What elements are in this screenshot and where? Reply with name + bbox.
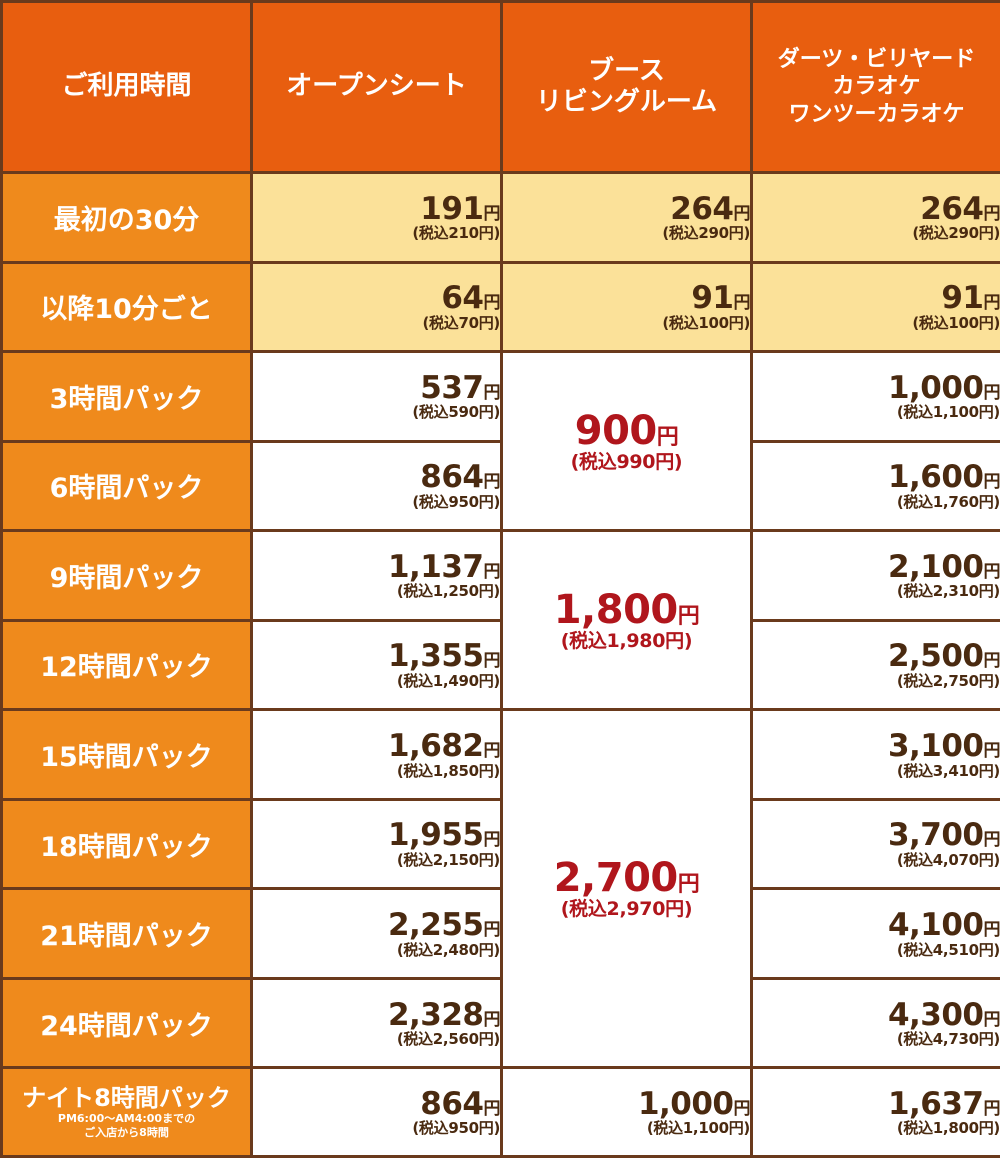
price-cell-darts: 91円 (税込100円): [750, 260, 1000, 354]
table-row: 18時間パック 1,955円 (税込2,150円) 3,700円 (税込4,07…: [0, 797, 1000, 891]
table-row: 6時間パック 864円 (税込950円) 1,600円 (税込1,760円): [0, 439, 1000, 533]
row-label: 12時間パック: [0, 618, 253, 712]
price-cell-booth: 264円 (税込290円): [500, 171, 753, 264]
table-row: 3時間パック 537円 (税込590円) 900円 (税込990円) 1,000…: [0, 350, 1000, 533]
price-cell-darts: 1,000円 (税込1,100円): [750, 350, 1000, 443]
row-label: 最初の30分: [0, 171, 253, 264]
table-row: 12時間パック 1,355円 (税込1,490円) 2,500円 (税込2,75…: [0, 618, 1000, 712]
price-cell-open: 2,255円 (税込2,480円): [250, 887, 503, 980]
price-cell-open: 864円 (税込950円): [250, 1066, 503, 1158]
price-cell-darts: 264円 (税込290円): [750, 171, 1000, 264]
price-cell-darts: 3,100円 (税込3,410円): [750, 708, 1000, 801]
price-cell-darts: 4,300円 (税込4,730円): [750, 976, 1000, 1070]
table-row: 以降10分ごと 64円 (税込70円) 91円 (税込100円) 91円 (税込…: [0, 260, 1000, 354]
booth-merged-price-3-6h: 900円 (税込990円): [500, 350, 753, 533]
price-cell-darts: 1,600円 (税込1,760円): [750, 439, 1000, 533]
price-cell-open: 2,328円 (税込2,560円): [250, 976, 503, 1070]
price-cell-darts: 3,700円 (税込4,070円): [750, 797, 1000, 891]
price-cell-open: 1,355円 (税込1,490円): [250, 618, 503, 712]
price-cell-darts: 2,500円 (税込2,750円): [750, 618, 1000, 712]
header-booth: ブース リビングルーム: [500, 0, 753, 175]
row-label-night: ナイト8時間パック PM6:00～AM4:00までの ご入店から8時間: [0, 1066, 253, 1158]
row-label: 3時間パック: [0, 350, 253, 443]
header-open-seat: オープンシート: [250, 0, 503, 175]
table-row: 9時間パック 1,137円 (税込1,250円) 1,800円 (税込1,980…: [0, 529, 1000, 712]
row-label: 6時間パック: [0, 439, 253, 533]
header-time: ご利用時間: [0, 0, 253, 175]
price-cell-open: 1,137円 (税込1,250円): [250, 529, 503, 622]
price-cell-open: 64円 (税込70円): [250, 260, 503, 354]
price-cell-open: 191円 (税込210円): [250, 171, 503, 264]
table-row-night: ナイト8時間パック PM6:00～AM4:00までの ご入店から8時間 864円…: [0, 1066, 1000, 1158]
price-cell-open: 1,682円 (税込1,850円): [250, 708, 503, 801]
table-row: 最初の30分 191円 (税込210円) 264円 (税込290円) 264円 …: [0, 171, 1000, 264]
price-cell-darts: 1,637円 (税込1,800円): [750, 1066, 1000, 1158]
price-cell-open: 537円 (税込590円): [250, 350, 503, 443]
row-label: 9時間パック: [0, 529, 253, 622]
header-darts: ダーツ・ビリヤード カラオケ ワンツーカラオケ: [750, 0, 1000, 175]
price-cell-darts: 2,100円 (税込2,310円): [750, 529, 1000, 622]
row-label: 24時間パック: [0, 976, 253, 1070]
row-label: 以降10分ごと: [0, 260, 253, 354]
price-cell-darts: 4,100円 (税込4,510円): [750, 887, 1000, 980]
header-row: ご利用時間 オープンシート ブース リビングルーム ダーツ・ビリヤード カラオケ ワン…: [0, 0, 1000, 175]
table-row: 15時間パック 1,682円 (税込1,850円) 2,700円 (税込2,97…: [0, 708, 1000, 1070]
row-label: 18時間パック: [0, 797, 253, 891]
row-label: 21時間パック: [0, 887, 253, 980]
night-pack-note: ご入店から8時間: [84, 1125, 169, 1139]
booth-merged-price-9-12h: 1,800円 (税込1,980円): [500, 529, 753, 712]
price-cell-booth: 1,000円 (税込1,100円): [500, 1066, 753, 1158]
table-row: 24時間パック 2,328円 (税込2,560円) 4,300円 (税込4,73…: [0, 976, 1000, 1070]
table-row: 21時間パック 2,255円 (税込2,480円) 4,100円 (税込4,51…: [0, 887, 1000, 980]
row-label: 15時間パック: [0, 708, 253, 801]
price-cell-open: 864円 (税込950円): [250, 439, 503, 533]
night-pack-label: ナイト8時間パック: [22, 1083, 231, 1112]
night-pack-note: PM6:00～AM4:00までの: [57, 1112, 196, 1126]
price-cell-open: 1,955円 (税込2,150円): [250, 797, 503, 891]
price-cell-booth: 91円 (税込100円): [500, 260, 753, 354]
booth-merged-price-15-24h: 2,700円 (税込2,970円): [500, 708, 753, 1070]
